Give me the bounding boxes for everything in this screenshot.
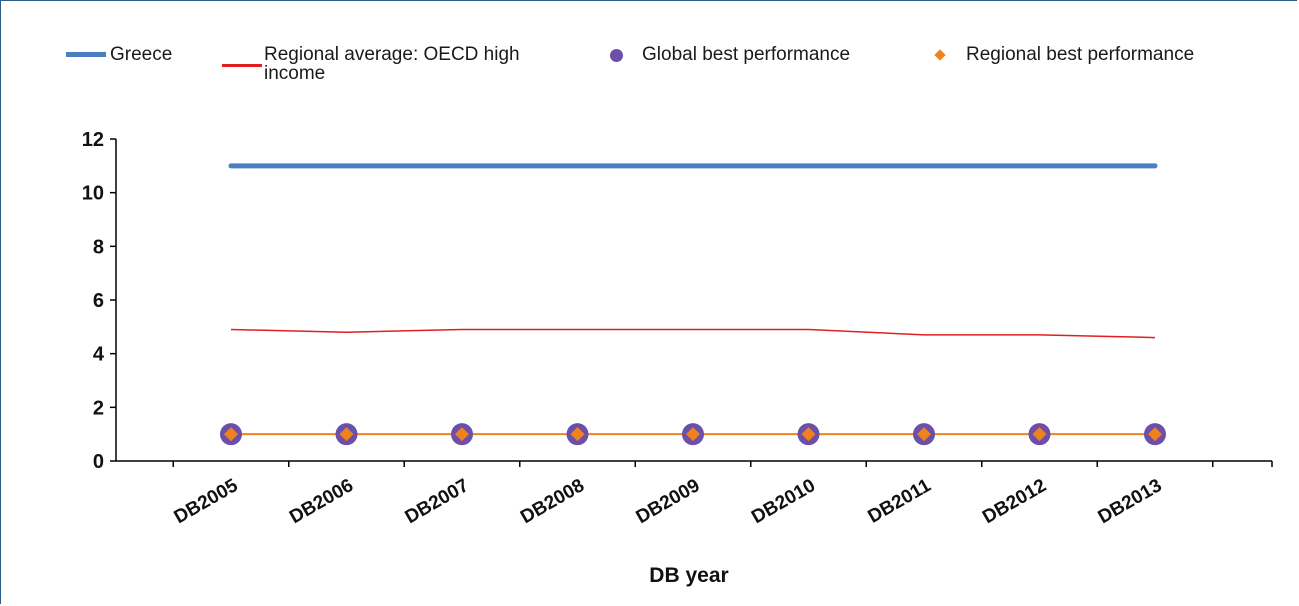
legend-item-global-best: Global best performance	[596, 45, 850, 67]
point-regional-best	[686, 427, 700, 442]
y-tick-label: 6	[93, 290, 104, 312]
point-regional-best	[339, 427, 354, 442]
y-tick-label: 2	[93, 397, 104, 419]
series-line-regional-average	[230, 328, 1156, 339]
x-tick-label: DB2006	[286, 475, 357, 528]
legend-item-regional-average: Regional average: OECD high income	[218, 45, 520, 83]
x-tick-label: DB2013	[1095, 475, 1166, 528]
legend-label-regional-best: Regional best performance	[966, 44, 1195, 65]
legend-item-greece: Greece	[64, 45, 172, 67]
x-tick-label: DB2007	[402, 475, 473, 528]
point-regional-best	[224, 427, 238, 442]
y-tick-label: 12	[82, 129, 104, 151]
y-tick-label: 10	[82, 183, 104, 205]
point-regional-best	[455, 427, 469, 442]
y-tick-label: 0	[93, 451, 104, 473]
point-regional-best	[801, 427, 816, 442]
point-regional-best	[1032, 427, 1047, 442]
y-tick-label: 8	[93, 236, 104, 258]
y-tick-label: 4	[93, 344, 105, 366]
point-regional-best	[1148, 427, 1162, 442]
legend-swatch-greece	[64, 45, 110, 67]
x-tick-label: DB2011	[865, 475, 935, 528]
x-tick-label: DB2009	[633, 475, 704, 528]
legend: Greece Regional average: OECD high incom…	[0, 0, 1299, 100]
x-tick-label: DB2010	[748, 475, 819, 528]
x-axis-title: DB year	[649, 564, 728, 587]
legend-swatch-regional-average	[218, 45, 264, 67]
legend-label-global-best: Global best performance	[642, 44, 851, 65]
legend-label-regional-average: Regional average: OECD high income	[264, 44, 520, 84]
point-regional-best	[570, 427, 585, 442]
x-tick-label: DB2008	[517, 475, 588, 528]
legend-label-greece: Greece	[110, 44, 173, 65]
x-tick-label: DB2005	[171, 475, 242, 528]
legend-swatch-global-best	[596, 45, 642, 67]
x-tick-label: DB2012	[979, 475, 1050, 528]
legend-item-regional-best: Regional best performance	[920, 45, 1194, 67]
point-regional-best	[917, 427, 931, 442]
